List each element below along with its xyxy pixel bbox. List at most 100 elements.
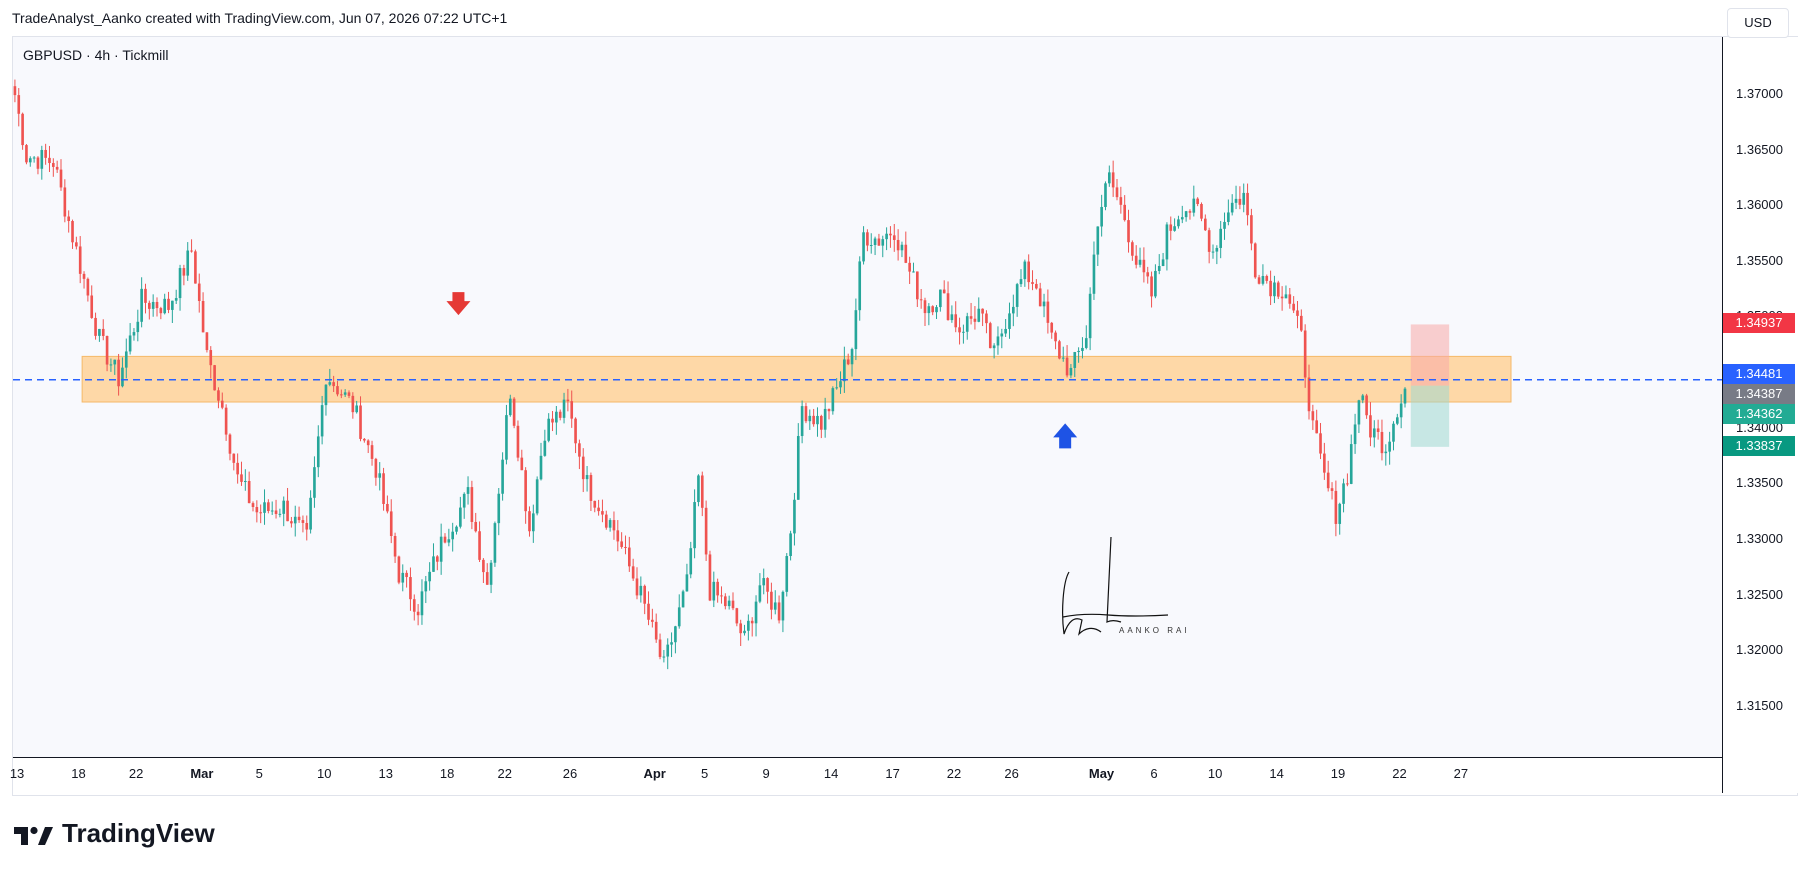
candle-body [90, 295, 94, 318]
plot-area[interactable]: AANKO RAI GBPUSD · 4h · Tickmill [13, 37, 1722, 757]
candle-body [624, 546, 627, 548]
candle-body [313, 467, 316, 498]
candle-body [524, 470, 527, 512]
candle-body [501, 459, 504, 494]
candle-body [32, 157, 36, 159]
tradingview-mark-icon [14, 823, 54, 845]
candle-body [727, 600, 731, 607]
candle-body [551, 418, 554, 423]
candle-body [274, 510, 278, 514]
candle-body [378, 473, 382, 478]
candle-body [148, 302, 151, 309]
candle-body [827, 408, 831, 412]
candle-body [151, 301, 155, 309]
tradingview-logo[interactable]: TradingView [14, 818, 215, 849]
candle-body [236, 462, 239, 475]
candle-body [700, 475, 704, 508]
candle-body [1376, 428, 1380, 432]
candle-body [28, 158, 32, 163]
candle-body [1292, 303, 1295, 311]
candle-body [366, 440, 370, 446]
candle-body [124, 351, 128, 368]
candle-body [94, 317, 97, 336]
candle-body [44, 149, 47, 158]
candle-body [766, 578, 769, 592]
time-tick-label: 14 [1269, 766, 1284, 781]
time-tick-label: 14 [823, 766, 839, 781]
candle-body [1058, 341, 1061, 359]
candle-body [1165, 224, 1169, 260]
candle-body [1238, 198, 1242, 205]
candle-body [1054, 332, 1057, 342]
time-tick-label: 22 [128, 766, 144, 781]
candle-body [267, 502, 270, 511]
candle-body [1092, 254, 1096, 294]
candle-body [904, 244, 908, 263]
time-tick-label: 18 [439, 766, 455, 781]
candle-body [808, 415, 812, 422]
candle-body [1161, 259, 1165, 267]
candle-body [1096, 226, 1100, 255]
symbol-label[interactable]: GBPUSD · 4h · Tickmill [23, 47, 169, 63]
time-tick-label: May [1088, 766, 1115, 781]
candle-body [1319, 433, 1322, 454]
time-axis[interactable] [13, 757, 1722, 794]
candle-body [616, 530, 620, 542]
candle-body [462, 493, 466, 508]
candle-body [927, 306, 931, 314]
candle-body [1069, 367, 1073, 376]
candle-body [850, 349, 854, 365]
candle-body [1154, 270, 1157, 297]
candle-body [98, 328, 101, 336]
candle-body [1361, 395, 1365, 401]
candle-body [1035, 283, 1038, 289]
candle-body [1300, 315, 1303, 331]
candle-body [885, 233, 888, 240]
chart-svg[interactable]: AANKO RAI [13, 37, 1722, 757]
candle-body [631, 566, 635, 579]
candle-body [205, 332, 209, 351]
candle-body [777, 602, 781, 621]
candle-body [1138, 259, 1142, 265]
chart-frame[interactable]: AANKO RAI GBPUSD · 4h · Tickmill [12, 36, 1798, 796]
candle-body [965, 316, 969, 332]
candle-body [343, 392, 347, 395]
candle-body [1349, 444, 1353, 484]
candle-body [1342, 483, 1345, 504]
candle-body [436, 556, 439, 562]
candle-body [770, 591, 773, 610]
candle-body [724, 596, 727, 607]
candle-body [209, 350, 213, 366]
candle-body [340, 394, 343, 396]
candle-body [1004, 328, 1007, 334]
candle-body [393, 536, 397, 557]
candle-body [244, 481, 247, 483]
candle-body [190, 250, 193, 252]
candle-body [620, 541, 623, 547]
time-tick-label: Apr [643, 766, 666, 781]
candle-body [136, 321, 140, 333]
candle-body [916, 271, 919, 300]
candle-body [497, 493, 501, 524]
candle-body [612, 520, 616, 531]
candle-body [270, 510, 274, 512]
candle-body [405, 572, 408, 578]
candle-body [1280, 296, 1284, 299]
candle-body [988, 323, 992, 349]
candle-body [996, 336, 1000, 346]
candle-body [1173, 226, 1176, 231]
time-tick-label: 18 [71, 766, 86, 781]
candle-body [263, 502, 266, 513]
candle-body [1323, 453, 1326, 473]
candle-body [1050, 322, 1054, 333]
candle-body [1399, 403, 1403, 418]
candle-body [543, 440, 547, 456]
candle-body [1084, 338, 1088, 348]
candle-body [382, 473, 385, 504]
candle-body [1108, 172, 1111, 184]
candle-body [816, 415, 819, 425]
candle-body [105, 335, 109, 365]
candle-body [1000, 333, 1004, 337]
candle-body [217, 390, 220, 401]
currency-selector[interactable]: USD [1727, 8, 1789, 38]
